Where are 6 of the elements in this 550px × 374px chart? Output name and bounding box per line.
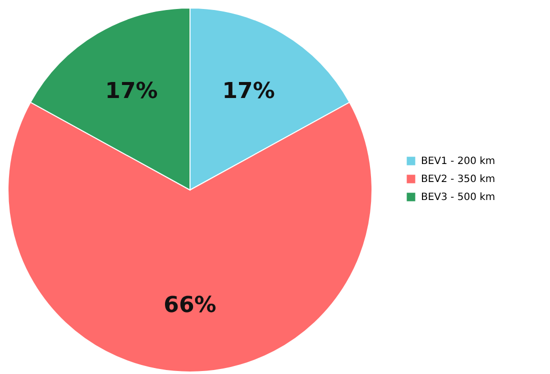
legend-label: BEV1 - 200 km	[421, 156, 496, 167]
legend-label: BEV3 - 500 km	[421, 192, 496, 203]
legend-label: BEV2 - 350 km	[421, 174, 496, 185]
data-label: 66%	[164, 293, 216, 318]
data-label: 17%	[105, 79, 158, 104]
data-label: 17%	[222, 79, 275, 104]
